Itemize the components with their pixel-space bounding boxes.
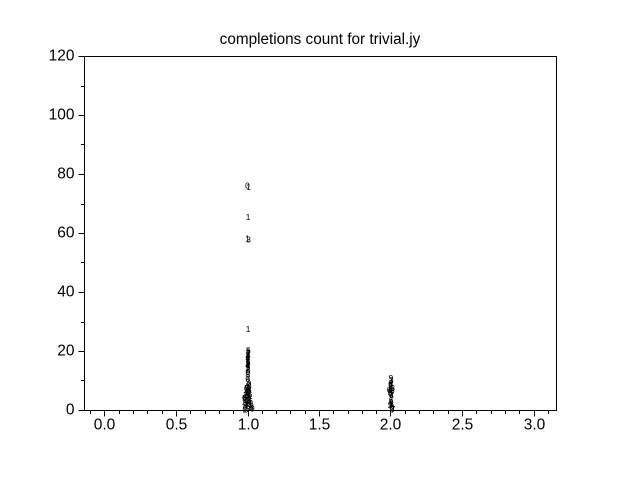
svg-text:3.0: 3.0	[524, 417, 546, 434]
svg-text:0: 0	[66, 402, 75, 419]
svg-text:60: 60	[57, 225, 75, 242]
svg-text:1.5: 1.5	[309, 417, 331, 434]
svg-text:completions count for trivial.: completions count for trivial.jy	[220, 31, 421, 48]
svg-text:20: 20	[57, 343, 75, 360]
svg-text:1: 1	[246, 182, 251, 192]
svg-text:2: 2	[389, 389, 394, 399]
svg-text:1: 1	[246, 212, 251, 222]
svg-text:120: 120	[49, 48, 75, 65]
svg-text:2.5: 2.5	[452, 417, 474, 434]
svg-text:0.0: 0.0	[94, 417, 116, 434]
svg-text:2.0: 2.0	[380, 417, 402, 434]
svg-text:3: 3	[246, 235, 251, 245]
svg-text:100: 100	[49, 107, 75, 124]
svg-text:40: 40	[57, 284, 75, 301]
svg-text:80: 80	[57, 166, 75, 183]
svg-text:0.5: 0.5	[166, 417, 188, 434]
svg-text:9: 9	[250, 404, 255, 414]
svg-text:1: 1	[246, 324, 251, 334]
svg-text:1.0: 1.0	[238, 417, 260, 434]
